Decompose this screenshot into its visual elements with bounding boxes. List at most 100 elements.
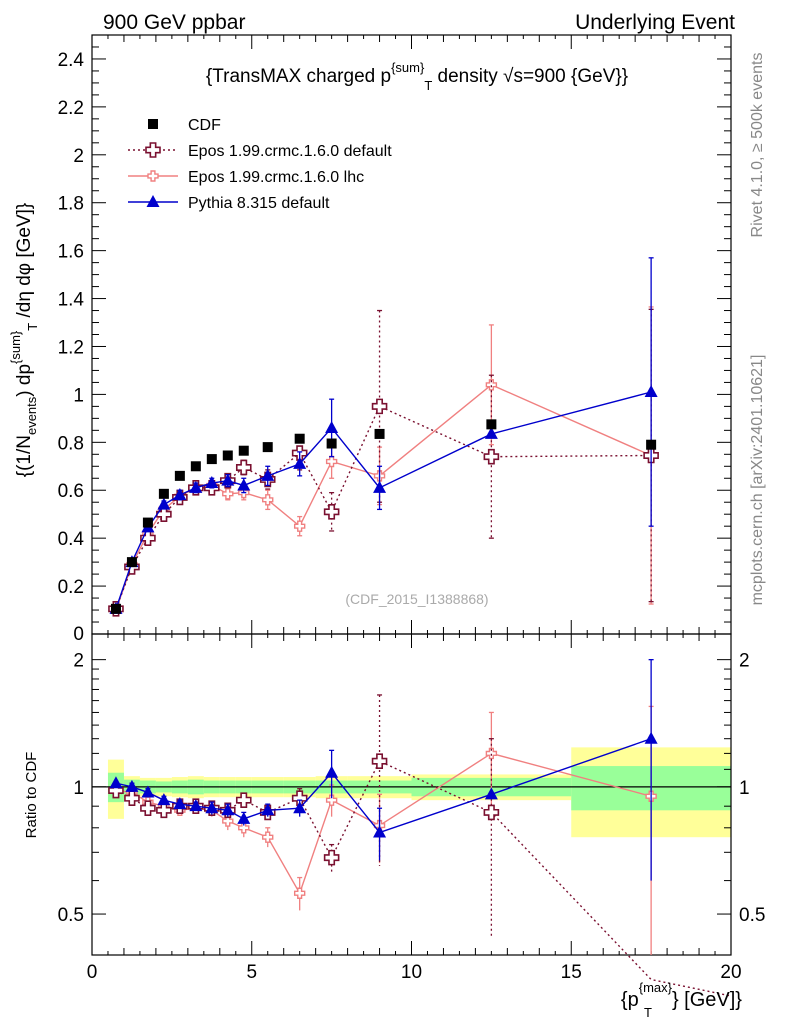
x-tick-label: 20 bbox=[720, 962, 741, 983]
data-point bbox=[238, 445, 249, 456]
ratio-y-axis-label: Ratio to CDF bbox=[23, 752, 40, 839]
ratio-data-point bbox=[235, 792, 252, 808]
data-point bbox=[173, 488, 187, 501]
ratio-y-tick-label: 0.5 bbox=[58, 905, 84, 926]
data-point bbox=[157, 497, 171, 510]
ratio-data-marks bbox=[108, 658, 732, 997]
data-point bbox=[142, 517, 153, 528]
ratio-data-point bbox=[221, 803, 235, 816]
data-point bbox=[293, 456, 307, 469]
data-point bbox=[371, 398, 388, 415]
main-y-tick-label: 1.2 bbox=[58, 337, 84, 358]
data-point bbox=[483, 448, 500, 465]
data-point bbox=[189, 480, 203, 493]
main-y-tick-label: 1.8 bbox=[58, 194, 84, 215]
data-point bbox=[326, 438, 337, 449]
side-label-mcplots: mcplots.cern.ch [arXiv:2401.10621] bbox=[749, 355, 766, 606]
data-point bbox=[140, 530, 156, 546]
data-point bbox=[205, 476, 219, 489]
legend-marker bbox=[145, 142, 161, 158]
ratio-data-point bbox=[125, 779, 139, 792]
data-point bbox=[222, 488, 234, 500]
data-point bbox=[646, 439, 657, 450]
header-left: 900 GeV ppbar bbox=[103, 11, 245, 34]
data-point bbox=[221, 473, 235, 486]
ratio-y-tick-label-right: 1 bbox=[739, 778, 750, 799]
data-point bbox=[237, 478, 251, 491]
ratio-data-point bbox=[262, 831, 274, 843]
ratio-data-point bbox=[323, 849, 340, 866]
ratio-data-point bbox=[325, 794, 338, 806]
data-point bbox=[486, 419, 497, 430]
data-point bbox=[174, 470, 185, 481]
side-label-rivet: Rivet 4.1.0, ≥ 500k events bbox=[749, 53, 766, 238]
x-tick-label: 15 bbox=[561, 962, 582, 983]
main-y-tick-label: 2.4 bbox=[58, 50, 85, 71]
ratio-data-point bbox=[189, 799, 203, 812]
data-point bbox=[484, 426, 498, 439]
data-point bbox=[293, 520, 306, 532]
legend: CDF Epos 1.99.crmc.1.6.0 default Epos 1.99… bbox=[128, 117, 392, 212]
ratio-series-line bbox=[115, 760, 732, 997]
ratio-y-tick-label: 1 bbox=[73, 778, 84, 799]
data-point bbox=[262, 494, 274, 506]
ratio-data-point bbox=[484, 787, 498, 800]
main-y-tick-label: 2 bbox=[73, 146, 84, 167]
ratio-y-tick-label-right: 2 bbox=[739, 651, 750, 672]
data-point bbox=[235, 459, 252, 476]
main-panel: 0.2 0.4 0.6 0.8 1 1.2 1.4 1.6 1.8 2 2.2 2.4 0 bbox=[58, 34, 732, 645]
series-line bbox=[115, 391, 652, 610]
data-point bbox=[110, 603, 121, 614]
ratio-y-tick-label-right: 0.5 bbox=[739, 905, 765, 926]
data-point bbox=[294, 433, 305, 444]
ratio-data-point bbox=[644, 731, 658, 744]
ratio-data-point bbox=[371, 753, 388, 770]
legend-marker bbox=[147, 170, 159, 182]
data-point bbox=[325, 420, 339, 433]
data-point bbox=[325, 455, 338, 468]
main-y-tick-label: 1.6 bbox=[58, 242, 84, 263]
ratio-data-point bbox=[222, 815, 234, 827]
ratio-data-point bbox=[156, 802, 172, 819]
main-y-tick-label: 0 bbox=[73, 624, 84, 645]
ratio-data-point bbox=[109, 776, 123, 789]
legend-label: Epos 1.99.crmc.1.6.0 default bbox=[188, 143, 392, 160]
ratio-data-point bbox=[373, 825, 387, 838]
x-tick-label: 10 bbox=[401, 962, 422, 983]
y-axis-label: {(1/Nevents) dp{sum}T /dη dφ [GeV]} bbox=[8, 203, 40, 478]
chart-title: {TransMAX charged p{sum}T density √s=900… bbox=[206, 60, 628, 93]
data-point bbox=[206, 454, 217, 465]
data-point bbox=[261, 468, 275, 481]
main-y-tick-label: 0.4 bbox=[58, 529, 85, 550]
ratio-data-point bbox=[238, 822, 250, 834]
data-point bbox=[126, 557, 137, 568]
ratio-data-point bbox=[483, 804, 500, 821]
header-right: Underlying Event bbox=[575, 11, 735, 34]
x-tick-label: 0 bbox=[87, 962, 98, 983]
ratio-data-point bbox=[205, 801, 219, 814]
data-point bbox=[373, 480, 387, 493]
ratio-data-point bbox=[124, 790, 140, 807]
ratio-data-point bbox=[293, 887, 306, 899]
ratio-data-point bbox=[237, 811, 251, 824]
data-point bbox=[190, 461, 201, 472]
data-point bbox=[485, 379, 498, 391]
data-point bbox=[374, 428, 385, 439]
ratio-data-point bbox=[293, 801, 307, 814]
ratio-data-point bbox=[485, 747, 498, 760]
data-point bbox=[158, 488, 169, 499]
main-y-tick-label: 2.2 bbox=[58, 98, 84, 119]
legend-label: Epos 1.99.crmc.1.6.0 lhc bbox=[188, 169, 364, 186]
legend-label: CDF bbox=[188, 117, 221, 134]
ratio-data-point bbox=[157, 793, 171, 806]
watermark: (CDF_2015_I1388868) bbox=[345, 591, 488, 607]
main-y-tick-label: 1.4 bbox=[58, 290, 85, 311]
ratio-y-tick-label: 2 bbox=[73, 651, 84, 672]
ratio-data-point bbox=[140, 800, 156, 817]
series-line bbox=[115, 384, 652, 611]
main-data-marks bbox=[108, 257, 659, 617]
ratio-data-point bbox=[173, 797, 187, 810]
data-point bbox=[323, 504, 340, 520]
data-point bbox=[222, 450, 233, 461]
data-point bbox=[156, 506, 172, 522]
